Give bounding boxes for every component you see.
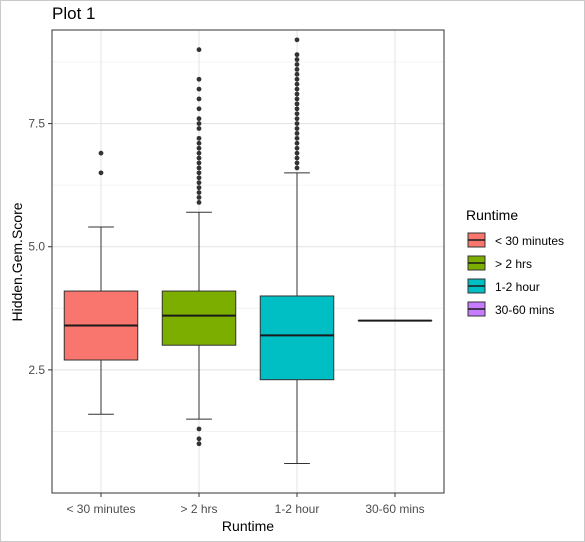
- y-tick-label: 7.5: [28, 117, 45, 131]
- legend-item: < 30 minutes: [467, 232, 564, 248]
- outlier-point: [196, 145, 202, 151]
- outlier-point: [196, 180, 202, 186]
- legend-title: Runtime: [466, 207, 518, 223]
- legend-label: > 2 hrs: [495, 257, 532, 271]
- legend-label: 1-2 hour: [495, 280, 540, 294]
- outlier-point: [196, 106, 202, 112]
- legend-item: 30-60 mins: [467, 301, 554, 317]
- outlier-point: [196, 116, 202, 122]
- outlier-point: [196, 121, 202, 126]
- outlier-point: [196, 175, 202, 181]
- box-group: [63, 150, 139, 415]
- outlier-point: [196, 426, 202, 432]
- outlier-point: [294, 62, 300, 67]
- outlier-point: [294, 71, 300, 77]
- x-tick-label: 1-2 hour: [275, 502, 320, 516]
- outlier-point: [294, 111, 300, 117]
- outlier-point: [98, 150, 104, 156]
- outlier-point: [196, 135, 202, 141]
- outlier-point: [196, 160, 202, 166]
- legend-label: 30-60 mins: [495, 303, 554, 317]
- outlier-point: [196, 76, 202, 82]
- y-axis-title: Hidden.Gem.Score: [9, 202, 25, 321]
- panel-background: [52, 30, 444, 493]
- outlier-point: [294, 131, 300, 136]
- outlier-point: [294, 96, 300, 102]
- outlier-point: [294, 81, 300, 87]
- outlier-point: [196, 185, 202, 191]
- outlier-point: [196, 195, 202, 200]
- outlier-point: [294, 116, 300, 122]
- outlier-point: [294, 155, 300, 161]
- outlier-point: [196, 96, 202, 102]
- panel-border: [51, 29, 445, 494]
- chart-title: Plot 1: [52, 4, 95, 23]
- outlier-point: [294, 91, 300, 97]
- outlier-point: [294, 145, 300, 151]
- outlier-point: [196, 126, 202, 131]
- outlier-point: [196, 150, 202, 156]
- outlier-point: [294, 57, 300, 62]
- legend-label: < 30 minutes: [495, 234, 564, 248]
- y-tick-label: 2.5: [28, 363, 45, 377]
- legend: Runtime < 30 minutes > 2 hrs 1-2 hour 30-60…: [466, 207, 564, 317]
- outlier-point: [294, 52, 300, 58]
- outlier-point: [294, 150, 300, 156]
- box-group: [161, 47, 237, 447]
- outlier-point: [196, 140, 202, 146]
- box-body: [259, 295, 335, 381]
- outlier-point: [196, 86, 202, 92]
- x-tick-label: > 2 hrs: [180, 502, 217, 516]
- y-tick-label: 5.0: [28, 240, 45, 254]
- x-axis-title: Runtime: [222, 518, 274, 534]
- outlier-point: [294, 126, 300, 131]
- outlier-point: [294, 106, 300, 112]
- outlier-point: [196, 47, 202, 53]
- plot-area: 2.5 5.0 7.5 < 30 minutes > 2 hrs 1-2 hour 30-6…: [28, 29, 445, 516]
- outlier-point: [294, 135, 300, 141]
- outlier-point: [294, 140, 300, 146]
- x-tick-label: < 30 minutes: [66, 502, 135, 516]
- outlier-point: [196, 170, 202, 176]
- outlier-point: [294, 121, 300, 126]
- outlier-point: [196, 190, 202, 195]
- box-body: [161, 290, 237, 346]
- outlier-point: [196, 436, 202, 442]
- x-tick-label: 30-60 mins: [365, 502, 424, 516]
- outlier-point: [98, 170, 104, 176]
- outlier-point: [294, 101, 300, 107]
- legend-item: > 2 hrs: [467, 255, 532, 271]
- legend-item: 1-2 hour: [467, 278, 540, 294]
- outlier-point: [196, 165, 202, 171]
- outlier-point: [294, 67, 300, 72]
- outlier-point: [196, 199, 202, 205]
- outlier-point: [294, 37, 300, 43]
- outlier-point: [294, 86, 300, 92]
- outlier-point: [294, 165, 300, 171]
- outlier-point: [294, 76, 300, 82]
- outlier-point: [294, 160, 300, 166]
- outlier-point: [196, 441, 202, 447]
- outlier-point: [196, 155, 202, 161]
- box-group: [259, 37, 335, 464]
